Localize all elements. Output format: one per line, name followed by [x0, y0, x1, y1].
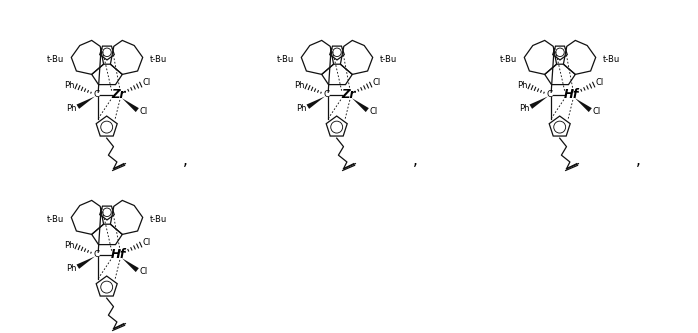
- Text: Ph: Ph: [66, 264, 77, 273]
- Polygon shape: [352, 98, 369, 112]
- Text: ,: ,: [637, 153, 641, 168]
- Text: C: C: [94, 90, 100, 99]
- Text: t-Bu: t-Bu: [149, 55, 167, 64]
- Text: Hf: Hf: [111, 248, 126, 261]
- Polygon shape: [77, 256, 95, 269]
- Text: Ph: Ph: [66, 104, 77, 113]
- Text: Cl: Cl: [140, 267, 147, 276]
- Text: Cl: Cl: [140, 107, 147, 116]
- Text: Ph: Ph: [65, 81, 75, 90]
- Text: Cl: Cl: [595, 78, 604, 87]
- Polygon shape: [575, 98, 592, 112]
- Text: Ph: Ph: [65, 241, 75, 250]
- Text: Cl: Cl: [142, 78, 151, 87]
- Text: Ph: Ph: [295, 81, 305, 90]
- Text: t-Bu: t-Bu: [47, 214, 64, 223]
- Text: t-Bu: t-Bu: [500, 55, 517, 64]
- Text: Ph: Ph: [296, 104, 307, 113]
- Polygon shape: [122, 258, 139, 272]
- Text: Cl: Cl: [373, 78, 381, 87]
- Text: C: C: [323, 90, 329, 99]
- Text: Ph: Ph: [519, 104, 530, 113]
- Text: Zr: Zr: [112, 88, 126, 101]
- Polygon shape: [306, 97, 325, 109]
- Text: Cl: Cl: [593, 107, 600, 116]
- Text: Cl: Cl: [369, 107, 378, 116]
- Text: t-Bu: t-Bu: [47, 55, 64, 64]
- Polygon shape: [530, 97, 548, 109]
- Text: ,: ,: [184, 153, 188, 168]
- Polygon shape: [77, 97, 95, 109]
- Text: t-Bu: t-Bu: [602, 55, 620, 64]
- Text: C: C: [94, 250, 100, 259]
- Text: t-Bu: t-Bu: [277, 55, 295, 64]
- Text: ,: ,: [413, 153, 418, 168]
- Text: C: C: [547, 90, 553, 99]
- Text: t-Bu: t-Bu: [380, 55, 396, 64]
- Text: t-Bu: t-Bu: [149, 214, 167, 223]
- Text: Cl: Cl: [142, 238, 151, 247]
- Text: Zr: Zr: [341, 88, 356, 101]
- Polygon shape: [122, 98, 139, 112]
- Text: Ph: Ph: [518, 81, 528, 90]
- Text: Hf: Hf: [564, 88, 579, 101]
